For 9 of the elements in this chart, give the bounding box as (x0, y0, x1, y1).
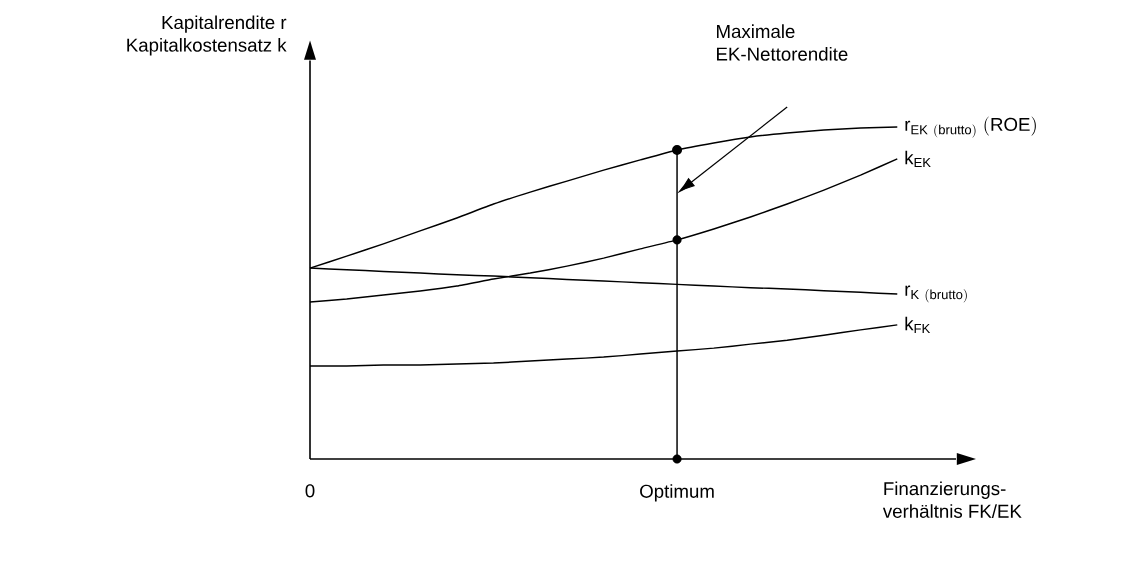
series-label: $\mathrm{r}_{\mathrm{K\ (brutto)}}$ (905, 285, 967, 303)
series-label: $\mathrm{r}_{\mathrm{EK\ (brutto)}}\ \mathrm{(ROE)}$ (905, 116, 1036, 138)
x-axis-title: Finanzierungs-verhältnis FK/EK (882, 481, 1022, 518)
x-tick-label: 0 (305, 484, 315, 498)
x-tick-label: Optimum (640, 484, 714, 502)
text: Maximale EK-Nettorendite (717, 24, 848, 61)
series-label: $\mathrm{k}_{\mathrm{FK}}$ (905, 316, 931, 334)
series-label: $\mathrm{k}_{\mathrm{EK}}$ (905, 150, 931, 168)
y-axis-title: Kapitalrendite r Kapitalkostensatz k (127, 15, 287, 56)
